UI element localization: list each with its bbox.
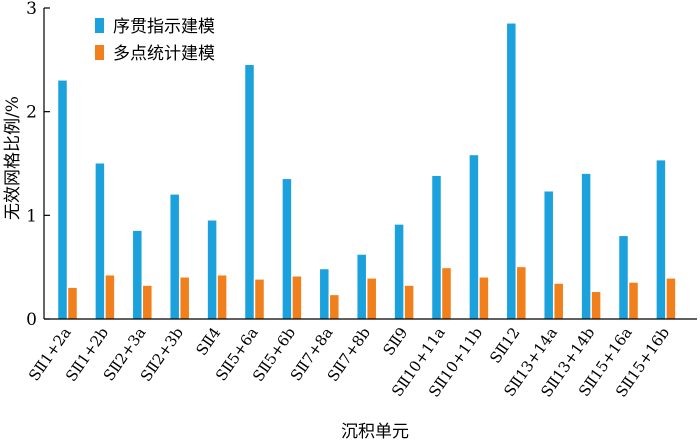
bar-sequential-indicator <box>170 194 179 319</box>
axes-layer <box>43 8 697 320</box>
x-axis-title: 沉积单元 <box>341 422 409 442</box>
y-tick-label: 1 <box>26 206 37 226</box>
bar-sequential-indicator <box>544 191 553 319</box>
bar-sequential-indicator <box>282 179 292 319</box>
bar-sequential-indicator <box>133 230 142 319</box>
bar-multipoint-statistics <box>217 275 227 319</box>
bar-sequential-indicator <box>207 220 217 319</box>
bars-layer <box>58 23 676 320</box>
y-tick-label: 0 <box>26 310 37 330</box>
bar-sequential-indicator <box>507 23 516 320</box>
x-tick-label: SⅡ12 <box>486 324 523 367</box>
y-tick-label: 3 <box>26 0 37 19</box>
x-tick-label: SⅡ4 <box>192 324 224 359</box>
bar-sequential-indicator <box>245 65 254 320</box>
legend-swatch <box>95 18 104 33</box>
bar-multipoint-statistics <box>666 278 676 319</box>
bar-sequential-indicator <box>394 224 404 319</box>
bar-multipoint-statistics <box>367 278 376 319</box>
bar-sequential-indicator <box>656 160 666 319</box>
y-axis-title: 无效网格比例/% <box>3 96 23 220</box>
bar-multipoint-statistics <box>68 287 77 319</box>
y-ticks: 0 1 2 3 <box>26 0 50 330</box>
y-tick-label: 2 <box>26 103 37 123</box>
bar-sequential-indicator <box>95 163 105 319</box>
bar-multipoint-statistics <box>255 279 264 319</box>
bar-multipoint-statistics <box>330 295 339 319</box>
legend-label: 序贯指示建模 <box>113 17 215 37</box>
bar-sequential-indicator <box>320 269 329 319</box>
bar-multipoint-statistics <box>479 277 489 319</box>
bar-multipoint-statistics <box>442 268 451 319</box>
bar-multipoint-statistics <box>554 283 563 319</box>
bar-multipoint-statistics <box>292 276 302 319</box>
bar-multipoint-statistics <box>629 282 638 319</box>
x-tick-label: SⅡ9 <box>379 324 411 359</box>
bar-sequential-indicator <box>619 236 628 319</box>
bar-multipoint-statistics <box>517 267 526 319</box>
bar-sequential-indicator <box>58 80 67 319</box>
bar-sequential-indicator <box>357 254 366 319</box>
legend-label: 多点统计建模 <box>113 44 215 64</box>
bar-multipoint-statistics <box>404 285 414 319</box>
bar-sequential-indicator <box>581 173 591 319</box>
bar-multipoint-statistics <box>591 292 601 319</box>
bar-multipoint-statistics <box>180 277 189 319</box>
bar-sequential-indicator <box>432 175 441 319</box>
bar-multipoint-statistics <box>105 275 115 319</box>
bar-sequential-indicator <box>469 155 479 319</box>
bar-multipoint-statistics <box>143 285 152 319</box>
legend-swatch <box>95 45 104 60</box>
